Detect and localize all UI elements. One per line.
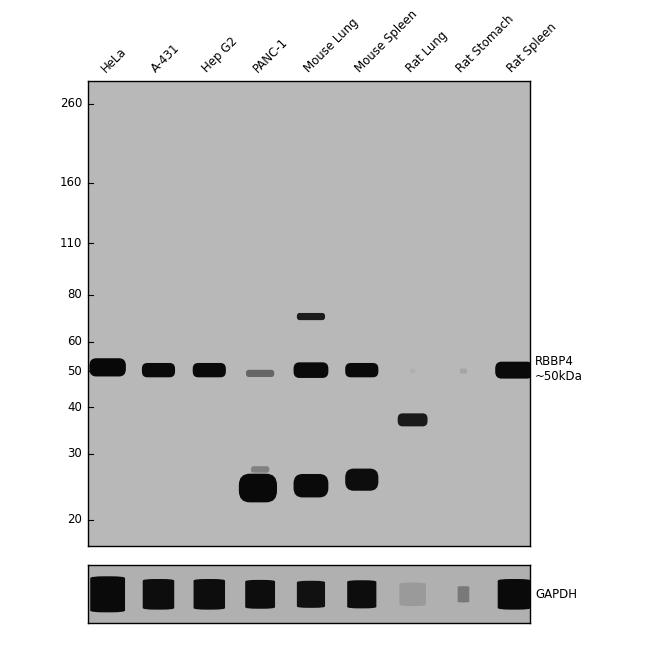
FancyBboxPatch shape — [251, 466, 269, 473]
FancyBboxPatch shape — [294, 362, 328, 378]
FancyBboxPatch shape — [398, 413, 428, 426]
FancyBboxPatch shape — [90, 359, 126, 377]
Text: 20: 20 — [68, 513, 82, 526]
FancyBboxPatch shape — [239, 474, 277, 503]
Text: Mouse Spleen: Mouse Spleen — [352, 8, 420, 75]
Text: 60: 60 — [68, 335, 82, 348]
Text: 260: 260 — [60, 98, 82, 110]
Text: Hep G2: Hep G2 — [200, 35, 240, 75]
Text: 40: 40 — [68, 401, 82, 413]
FancyBboxPatch shape — [297, 581, 325, 608]
FancyBboxPatch shape — [246, 370, 274, 377]
FancyBboxPatch shape — [495, 362, 534, 379]
FancyBboxPatch shape — [142, 363, 175, 377]
Text: 50: 50 — [68, 364, 82, 377]
Text: GAPDH: GAPDH — [535, 588, 577, 601]
Text: RBBP4
~50kDa: RBBP4 ~50kDa — [535, 355, 583, 383]
FancyBboxPatch shape — [294, 474, 328, 497]
Text: 160: 160 — [60, 176, 82, 189]
Text: A-431: A-431 — [150, 41, 183, 75]
FancyBboxPatch shape — [345, 468, 378, 491]
Text: 30: 30 — [68, 447, 82, 461]
FancyBboxPatch shape — [458, 586, 469, 603]
FancyBboxPatch shape — [194, 579, 225, 610]
Text: Rat Lung: Rat Lung — [404, 29, 450, 75]
Text: Mouse Lung: Mouse Lung — [302, 16, 361, 75]
FancyBboxPatch shape — [460, 368, 467, 373]
Text: PANC-1: PANC-1 — [251, 36, 291, 75]
Text: 110: 110 — [60, 237, 82, 250]
FancyBboxPatch shape — [245, 580, 275, 609]
Text: 80: 80 — [68, 288, 82, 302]
FancyBboxPatch shape — [297, 313, 325, 320]
Text: Rat Stomach: Rat Stomach — [454, 13, 517, 75]
FancyBboxPatch shape — [143, 579, 174, 610]
FancyBboxPatch shape — [90, 576, 125, 612]
FancyBboxPatch shape — [347, 580, 376, 609]
Text: HeLa: HeLa — [98, 45, 129, 75]
FancyBboxPatch shape — [399, 583, 426, 606]
FancyBboxPatch shape — [192, 363, 226, 377]
FancyBboxPatch shape — [498, 579, 531, 610]
FancyBboxPatch shape — [345, 363, 378, 377]
FancyBboxPatch shape — [410, 369, 415, 373]
Text: Rat Spleen: Rat Spleen — [505, 21, 560, 75]
